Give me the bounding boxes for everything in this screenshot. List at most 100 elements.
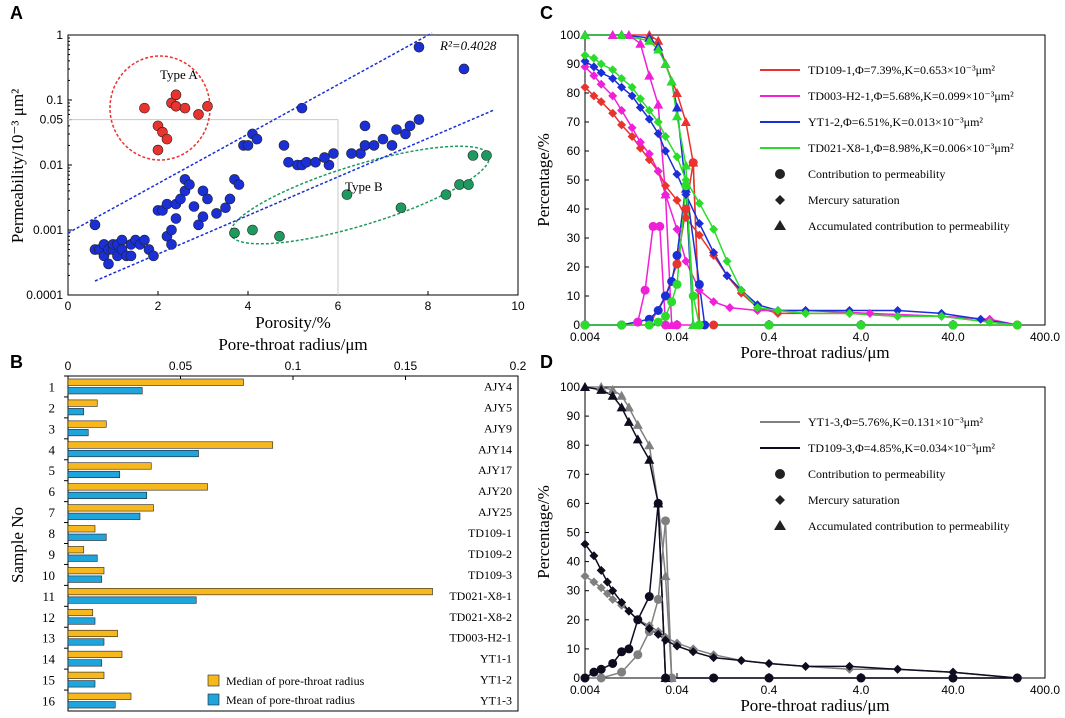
saturation-marker bbox=[617, 82, 627, 92]
saturation-marker bbox=[672, 641, 682, 651]
saturation-marker bbox=[644, 624, 654, 634]
sample-number-label: 16 bbox=[42, 694, 56, 709]
contribution-marker bbox=[764, 320, 774, 330]
x-tick-label: 0.4 bbox=[761, 330, 778, 344]
median-bar bbox=[67, 420, 107, 428]
panel-a-guides bbox=[68, 119, 339, 295]
contribution-marker bbox=[617, 320, 627, 330]
sample-number-label: 12 bbox=[42, 610, 55, 625]
x-tick-label: 0 bbox=[65, 359, 72, 373]
saturation-marker bbox=[602, 577, 612, 587]
scatter-point bbox=[404, 120, 416, 132]
sample-number-label: 2 bbox=[49, 400, 56, 415]
y-tick-label: 0.01 bbox=[40, 158, 64, 172]
legend-label: YT1-2,Φ=6.51%,K=0.013×10⁻³μm² bbox=[808, 115, 983, 129]
scatter-point bbox=[188, 201, 200, 212]
x-tick-label: 4 bbox=[245, 299, 252, 313]
accumulated-marker bbox=[580, 30, 590, 39]
saturation-marker bbox=[694, 198, 704, 208]
panel-d-label: D bbox=[540, 352, 553, 372]
scatter-point bbox=[103, 258, 114, 270]
y-tick-label: 0.001 bbox=[33, 223, 63, 237]
x-tick-label: 0 bbox=[65, 299, 72, 313]
y-tick-label: 40 bbox=[567, 555, 581, 569]
sample-name-label: YT1-3 bbox=[480, 694, 512, 708]
contribution-marker bbox=[681, 181, 691, 191]
series-line bbox=[584, 66, 1018, 326]
saturation-marker bbox=[764, 658, 774, 668]
median-bar bbox=[67, 462, 152, 470]
accumulated-marker bbox=[607, 30, 618, 39]
saturation-marker bbox=[722, 256, 732, 266]
saturation-marker bbox=[681, 256, 691, 266]
y-tick-label: 80 bbox=[567, 86, 581, 100]
panel-b-xlabel: Pore-throat radius/μm bbox=[218, 335, 367, 354]
accumulated-marker bbox=[580, 382, 590, 391]
accumulated-marker bbox=[666, 320, 677, 329]
saturation-marker bbox=[661, 146, 671, 156]
mean-bar bbox=[67, 659, 103, 667]
y-tick-label: 30 bbox=[567, 584, 581, 598]
sample-number-label: 4 bbox=[49, 442, 56, 457]
scatter-point bbox=[116, 234, 128, 246]
contribution-marker bbox=[672, 259, 682, 269]
sample-number-label: 15 bbox=[42, 673, 55, 688]
scatter-point bbox=[481, 150, 492, 161]
panel-b-axes: 0 0.05 0.1 0.15 0.2 1 AJY4 2 AJY5 3 AJY9 4 AJY14 5 AJY… bbox=[42, 359, 527, 709]
contribution-marker bbox=[672, 250, 682, 260]
panel-d-axes: 0.004 0.04 0.4 4.0 40.0 400.0 0 10 20 30 40 50 60 70 8… bbox=[560, 380, 1060, 697]
saturation-marker bbox=[672, 152, 682, 162]
scatter-point bbox=[161, 198, 173, 210]
saturation-marker bbox=[661, 132, 671, 141]
r-squared-label: R²=0.4028 bbox=[439, 38, 497, 53]
mean-bar bbox=[67, 554, 98, 562]
accumulated-marker bbox=[607, 390, 618, 400]
x-tick-label: 0.05 bbox=[169, 359, 193, 373]
scatter-point bbox=[166, 239, 177, 250]
saturation-marker bbox=[635, 94, 645, 104]
mean-bar bbox=[67, 617, 96, 625]
scatter-point bbox=[139, 234, 150, 246]
scatter-point bbox=[377, 133, 389, 145]
y-tick-label: 100 bbox=[560, 28, 580, 42]
y-tick-label: 0.05 bbox=[40, 113, 64, 127]
scatter-point bbox=[391, 124, 402, 135]
panel-c: C 0.004 0.04 0.4 4.0 40.0 400.0 0 10 20 30 40 50 60 7… bbox=[534, 3, 1060, 362]
mean-bar bbox=[67, 387, 143, 395]
contribution-marker bbox=[856, 673, 866, 683]
panel-b-ylabel: Sample No bbox=[8, 507, 27, 583]
sample-name-label: AJY25 bbox=[478, 505, 512, 519]
saturation-marker bbox=[893, 311, 903, 321]
y-tick-label: 90 bbox=[567, 57, 581, 71]
legend-label: Accumulated contribution to permeability bbox=[808, 219, 1010, 233]
saturation-marker bbox=[580, 539, 590, 549]
median-bar bbox=[67, 546, 85, 554]
x-tick-label: 6 bbox=[335, 299, 342, 313]
scatter-point bbox=[197, 211, 209, 223]
legend-label: TD003-H2-1,Φ=5.68%,K=0.099×10⁻³μm² bbox=[808, 89, 1014, 103]
legend-label: TD109-1,Φ=7.39%,K=0.653×10⁻³μm² bbox=[808, 63, 995, 77]
saturation-marker bbox=[589, 71, 599, 81]
contribution-marker bbox=[856, 320, 866, 330]
panel-d-legend: YT1-3,Φ=5.76%,K=0.131×10⁻³μm² TD109-3,Φ=4… bbox=[760, 415, 1010, 533]
median-bar bbox=[67, 567, 105, 575]
saturation-marker bbox=[672, 224, 682, 234]
saturation-marker bbox=[753, 303, 763, 313]
panel-a-ylabel: Permeability/10⁻³ μm² bbox=[8, 89, 27, 243]
mean-bar bbox=[67, 512, 141, 520]
saturation-marker bbox=[709, 653, 719, 663]
scatter-point bbox=[242, 140, 254, 151]
sample-name-label: AJY5 bbox=[484, 400, 512, 414]
saturation-marker bbox=[596, 79, 606, 89]
y-tick-label: 60 bbox=[567, 496, 581, 510]
sample-name-label: AJY4 bbox=[484, 379, 512, 393]
contribution-marker bbox=[661, 311, 671, 321]
legend-swatch bbox=[207, 693, 220, 706]
scatter-point bbox=[202, 193, 213, 205]
mean-bar bbox=[67, 596, 197, 604]
accumulated-marker bbox=[616, 402, 627, 412]
sample-name-label: TD109-2 bbox=[468, 547, 512, 561]
y-tick-label: 50 bbox=[567, 173, 581, 187]
accumulated-marker bbox=[644, 35, 655, 45]
panel-a-label: A bbox=[10, 3, 23, 23]
